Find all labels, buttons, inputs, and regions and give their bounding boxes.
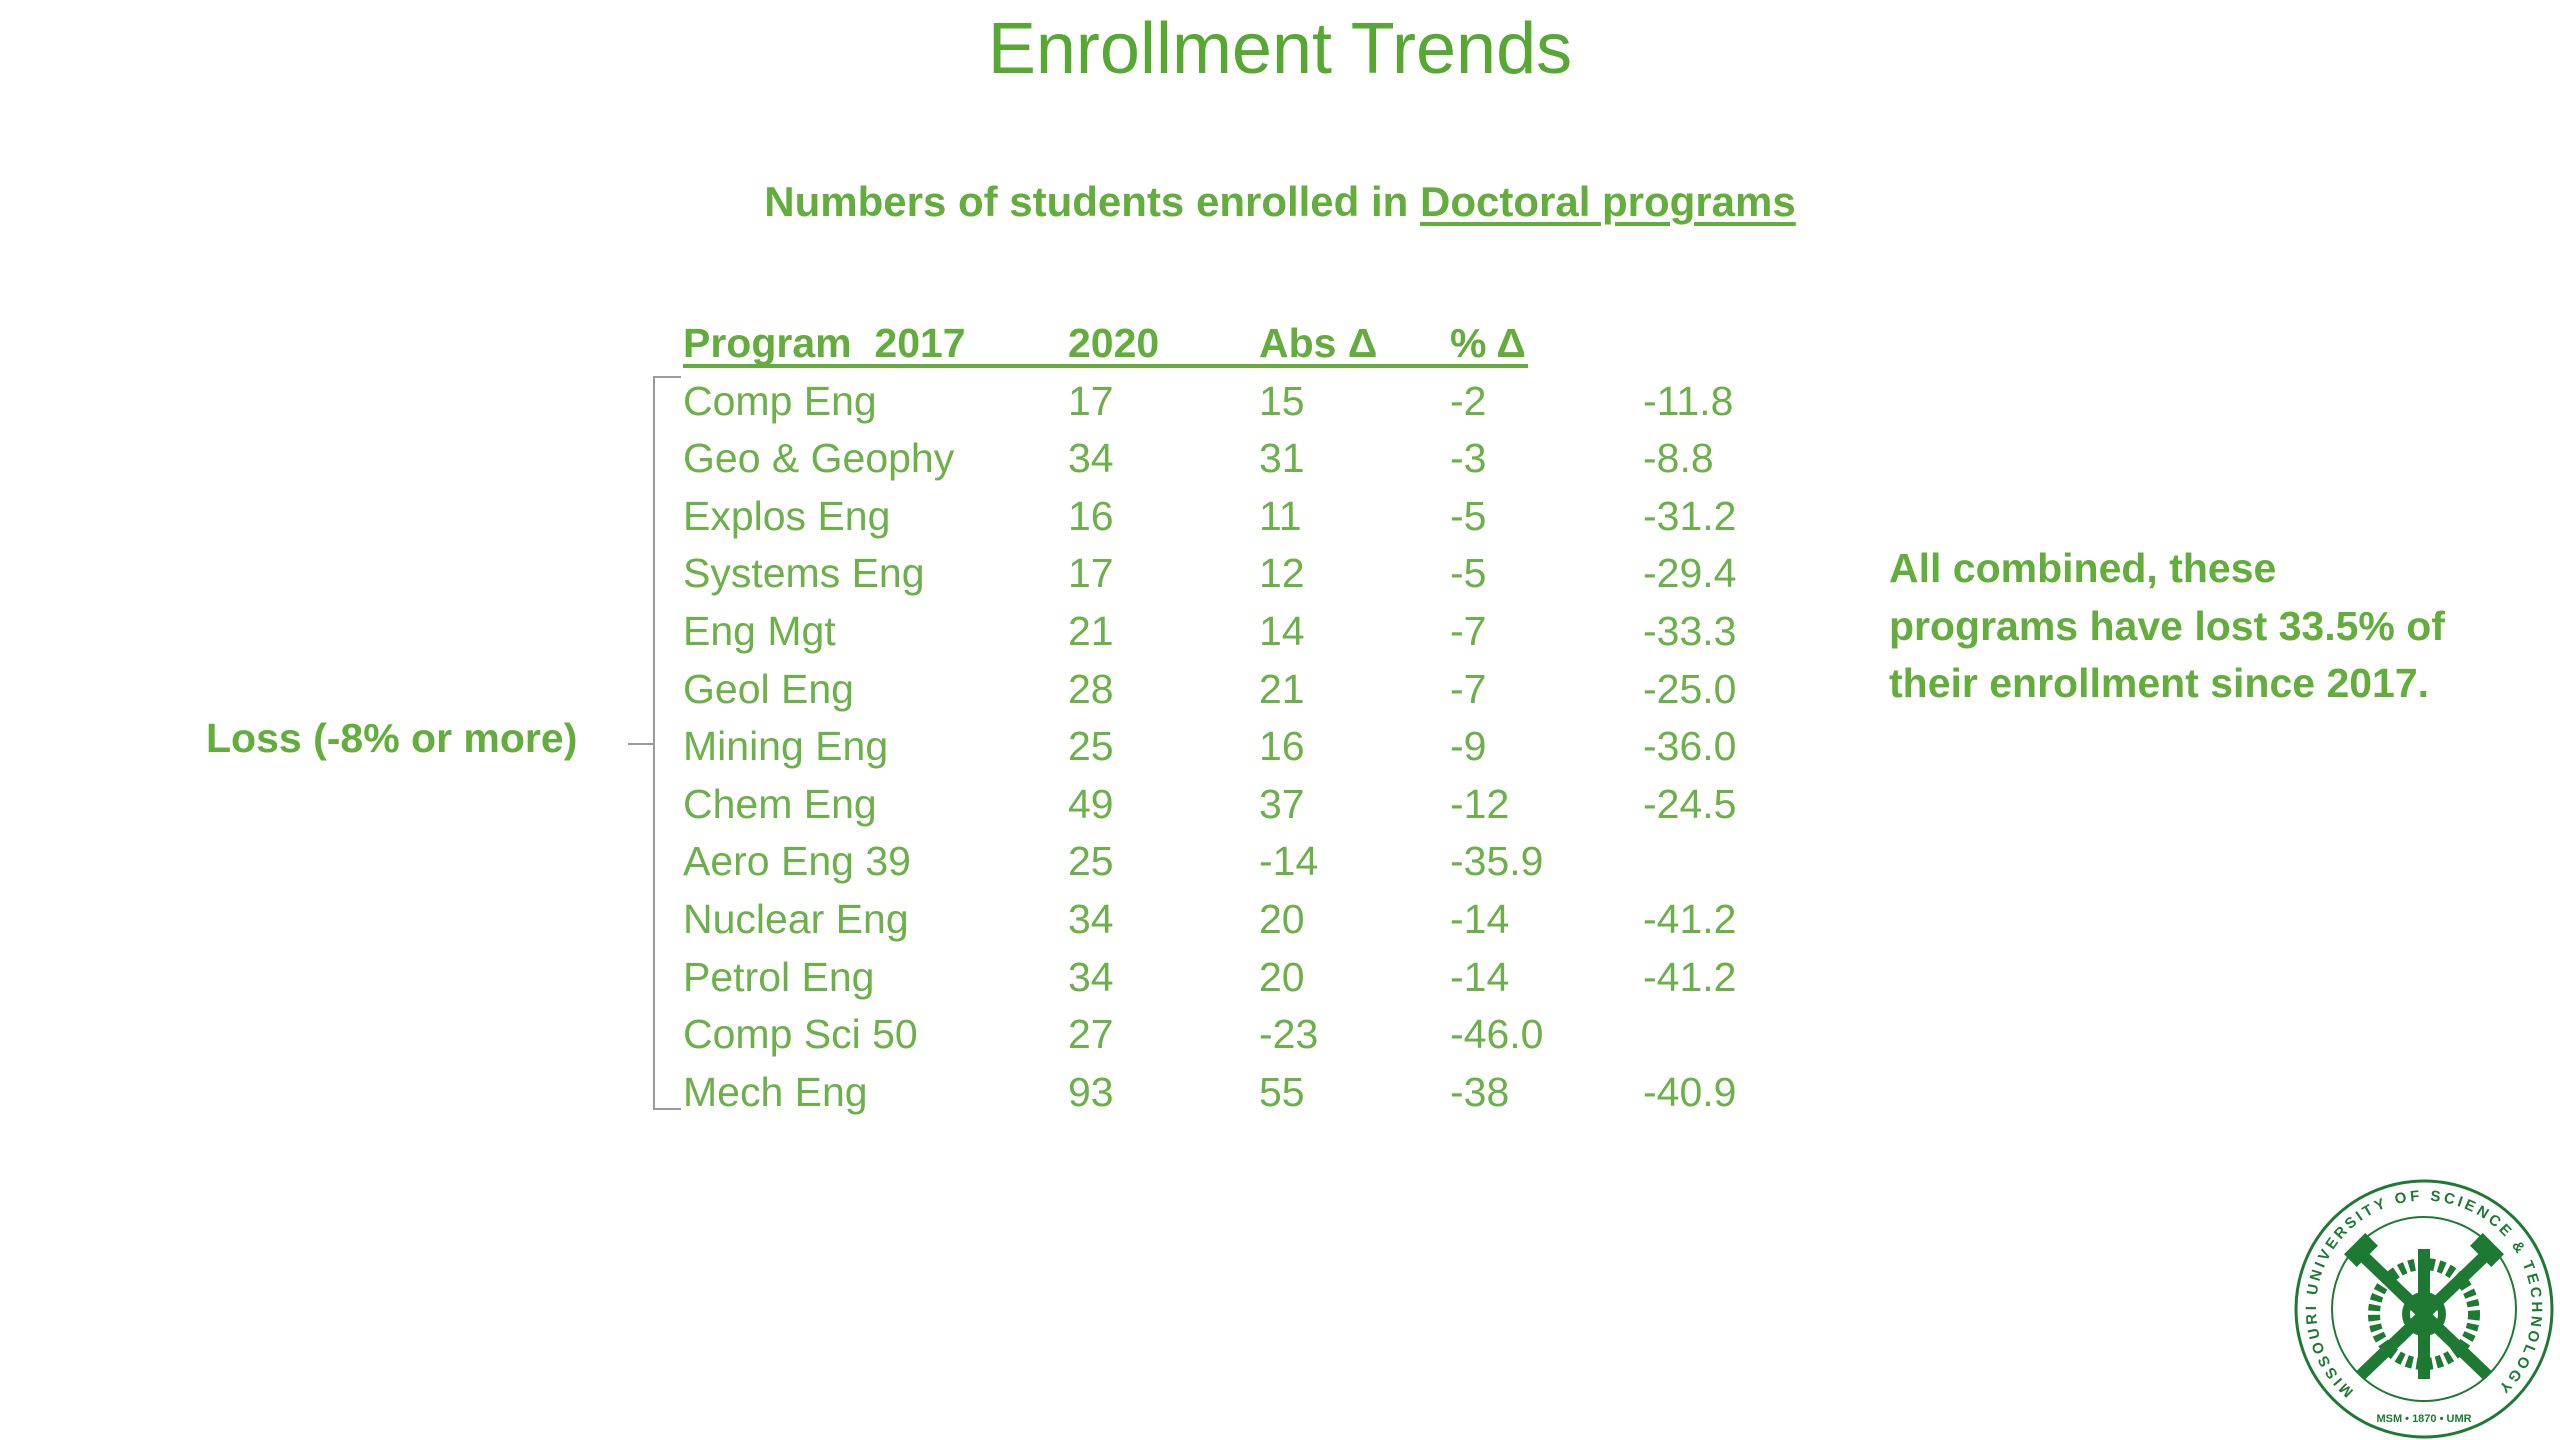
header-cell: % Δ — [1450, 320, 1526, 366]
table-row: Petrol Eng 34 20 -14 -41.2 — [683, 949, 1736, 1007]
table-header: Program 2017 2020 Abs Δ % Δ — [683, 315, 1526, 373]
table-cell: -11.8 — [1643, 377, 1734, 424]
header-cell: Abs Δ — [1259, 320, 1378, 366]
table-cell: 11 — [1259, 492, 1302, 539]
table-cell: -33.3 — [1643, 607, 1737, 654]
table-cell: 12 — [1259, 550, 1305, 597]
table-cell: Aero Eng 39 — [683, 838, 911, 885]
university-seal-logo: MISSOURI UNIVERSITY OF SCIENCE & TECHNOL… — [2294, 1179, 2554, 1439]
table-cell: 37 — [1259, 780, 1305, 827]
table-cell: -5 — [1450, 492, 1487, 539]
table-row: Mining Eng 25 16 -9 -36.0 — [683, 718, 1736, 776]
table-cell: 17 — [1068, 377, 1114, 424]
table-cell: 34 — [1068, 895, 1114, 942]
table-cell: 15 — [1259, 377, 1305, 424]
table-cell: -2 — [1450, 377, 1487, 424]
table-cell: -36.0 — [1643, 723, 1737, 770]
table-cell: -29.4 — [1643, 550, 1737, 597]
table-cell: Explos Eng — [683, 492, 891, 539]
table-cell: 20 — [1259, 953, 1305, 1000]
enrollment-table: Program 2017 2020 Abs Δ % Δ Comp Eng 17 15… — [683, 315, 1736, 1122]
table-cell: Comp Sci 50 — [683, 1011, 918, 1058]
table-row: Aero Eng 39 25 -14 -35.9 — [683, 833, 1543, 891]
header-cell: Program 2017 — [683, 320, 966, 366]
table-cell: Comp Eng — [683, 377, 877, 424]
table-cell: 27 — [1068, 1011, 1114, 1058]
table-cell: -12 — [1450, 780, 1510, 827]
table-cell: -40.9 — [1643, 1068, 1737, 1115]
loss-label: Loss (-8% or more) — [206, 715, 578, 761]
table-cell: 16 — [1068, 492, 1114, 539]
table-cell: 28 — [1068, 665, 1114, 712]
table-row: Comp Eng 17 15 -2 -11.8 — [683, 373, 1733, 431]
table-cell: -23 — [1259, 1011, 1319, 1058]
table-cell: 34 — [1068, 435, 1114, 482]
table-cell: -7 — [1450, 607, 1487, 654]
table-row: Nuclear Eng 34 20 -14 -41.2 — [683, 891, 1736, 949]
table-cell: 21 — [1068, 607, 1114, 654]
subtitle: Numbers of students enrolled in Doctoral… — [0, 178, 2560, 226]
table-cell: -38 — [1450, 1068, 1510, 1115]
table-row: Mech Eng 93 55 -38 -40.9 — [683, 1064, 1736, 1122]
table-cell: -14 — [1450, 895, 1510, 942]
table-row: Systems Eng 17 12 -5 -29.4 — [683, 545, 1736, 603]
summary-text: All combined, these programs have lost 3… — [1889, 545, 2445, 706]
table-cell: -25.0 — [1643, 665, 1737, 712]
table-cell: Mining Eng — [683, 723, 889, 770]
table-cell: -41.2 — [1643, 895, 1737, 942]
table-cell: 25 — [1068, 723, 1114, 770]
table-cell: -31.2 — [1643, 492, 1737, 539]
table-cell: Geo & Geophy — [683, 435, 955, 482]
table-cell: Chem Eng — [683, 780, 877, 827]
table-cell: Eng Mgt — [683, 607, 836, 654]
table-cell: Petrol Eng — [683, 953, 875, 1000]
table-cell: 14 — [1259, 607, 1305, 654]
table-cell: 17 — [1068, 550, 1114, 597]
table-cell: -7 — [1450, 665, 1487, 712]
table-row: Geo & Geophy 34 31 -3 -8.8 — [683, 430, 1714, 488]
subtitle-prefix: Numbers of students enrolled in — [764, 178, 1420, 225]
table-cell: -46.0 — [1450, 1011, 1544, 1058]
table-cell: 55 — [1259, 1068, 1305, 1115]
table-cell: 34 — [1068, 953, 1114, 1000]
table-cell: 25 — [1068, 838, 1114, 885]
table-cell: 16 — [1259, 723, 1305, 770]
table-cell: -8.8 — [1643, 435, 1714, 482]
bracket-tick — [628, 743, 653, 745]
table-cell: 21 — [1259, 665, 1305, 712]
table-cell: -24.5 — [1643, 780, 1737, 827]
table-cell: 20 — [1259, 895, 1305, 942]
header-cell: 2020 — [1068, 320, 1160, 366]
table-cell: -14 — [1259, 838, 1319, 885]
table-cell: -35.9 — [1450, 838, 1544, 885]
table-cell: Mech Eng — [683, 1068, 868, 1115]
page-title: Enrollment Trends — [987, 9, 1573, 89]
table-cell: 93 — [1068, 1068, 1114, 1115]
table-cell: 49 — [1068, 780, 1114, 827]
seal-bottom-text: MSM • 1870 • UMR — [2376, 1413, 2471, 1425]
table-cell: -9 — [1450, 723, 1487, 770]
table-row: Comp Sci 50 27 -23 -46.0 — [683, 1006, 1543, 1064]
table-cell: Nuclear Eng — [683, 895, 909, 942]
table-row: Explos Eng 16 11 -5 -31.2 — [683, 488, 1736, 546]
table-cell: -41.2 — [1643, 953, 1737, 1000]
bracket — [653, 376, 681, 1110]
header-underline — [683, 364, 1528, 368]
table-cell: Systems Eng — [683, 550, 925, 597]
table-cell: -14 — [1450, 953, 1510, 1000]
table-row: Eng Mgt 21 14 -7 -33.3 — [683, 603, 1736, 661]
table-row: Chem Eng 49 37 -12 -24.5 — [683, 776, 1736, 834]
table-cell: Geol Eng — [683, 665, 854, 712]
doctoral-programs-link[interactable]: Doctoral programs — [1420, 178, 1796, 225]
table-cell: 31 — [1259, 435, 1305, 482]
table-cell: -5 — [1450, 550, 1487, 597]
table-cell: -3 — [1450, 435, 1487, 482]
table-row: Geol Eng 28 21 -7 -25.0 — [683, 661, 1736, 719]
